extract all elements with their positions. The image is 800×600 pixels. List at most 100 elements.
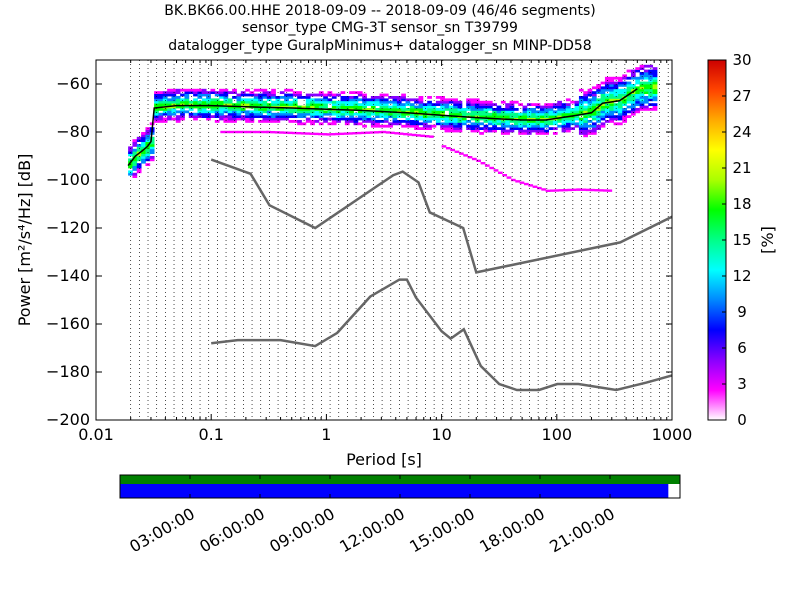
heatmap-cell xyxy=(375,98,380,102)
heatmap-cell xyxy=(539,110,545,114)
heatmap-cell xyxy=(331,110,337,114)
heatmap-cell xyxy=(253,112,259,116)
heatmap-cell xyxy=(175,91,181,94)
heatmap-cell xyxy=(392,120,398,123)
heatmap-cell xyxy=(444,129,450,133)
new-high-noise-model-line xyxy=(210,158,673,274)
heatmap-cell xyxy=(259,130,265,134)
heatmap-cell xyxy=(271,115,276,118)
heatmap-cell xyxy=(292,93,298,97)
heatmap-cell xyxy=(561,112,567,116)
heatmap-cell xyxy=(305,96,311,99)
heatmap-cell xyxy=(557,124,562,128)
colorbar-tick-label: 21 xyxy=(732,159,751,177)
heatmap-cell xyxy=(366,117,372,121)
heatmap-cell xyxy=(188,100,194,104)
heatmap-cell xyxy=(617,93,623,97)
heatmap-cell xyxy=(145,134,151,138)
heatmap-cell xyxy=(518,112,523,116)
heatmap-cell xyxy=(356,131,362,135)
heatmap-cell xyxy=(379,120,385,123)
heatmap-cell xyxy=(162,96,168,99)
heatmap-cell xyxy=(392,122,398,126)
heatmap-cell xyxy=(366,112,372,116)
heatmap-cell xyxy=(375,124,380,128)
heatmap-cell xyxy=(349,117,354,121)
heatmap-cell xyxy=(249,98,255,102)
heatmap-cell xyxy=(253,100,259,104)
heatmap-cell xyxy=(487,112,493,116)
heatmap-cell xyxy=(385,131,391,134)
heatmap-cell xyxy=(323,98,328,102)
heatmap-cell xyxy=(297,110,302,114)
heatmap-cell xyxy=(331,93,337,97)
heatmap-cell xyxy=(444,105,450,109)
heatmap-cell xyxy=(240,100,246,104)
heatmap-cell xyxy=(626,100,632,104)
heatmap-cell xyxy=(392,96,398,99)
heatmap-cell xyxy=(552,105,558,109)
heatmap-cell xyxy=(379,108,385,111)
heatmap-cell xyxy=(613,81,619,85)
timeline-tick-label: 09:00:00 xyxy=(266,504,338,556)
heatmap-cell xyxy=(643,72,649,75)
heatmap-cell xyxy=(565,120,571,123)
heatmap-cell xyxy=(565,108,571,111)
heatmap-cell xyxy=(578,129,584,133)
heatmap-cell xyxy=(405,117,411,121)
heatmap-cell xyxy=(388,105,393,109)
heatmap-cell xyxy=(630,108,636,111)
heatmap-cell xyxy=(574,108,580,111)
heatmap-cell xyxy=(470,103,476,106)
heatmap-cell xyxy=(609,81,615,85)
heatmap-cell xyxy=(609,117,615,121)
heatmap-cell xyxy=(193,88,198,92)
heatmap-cell xyxy=(448,112,454,116)
heatmap-cell xyxy=(617,76,623,80)
heatmap-cell xyxy=(440,110,445,114)
heatmap-cell xyxy=(331,112,337,116)
heatmap-cell xyxy=(331,105,337,109)
heatmap-cell xyxy=(370,124,376,128)
heatmap-cell xyxy=(305,120,311,123)
heatmap-cell xyxy=(162,93,168,97)
heatmap-cell xyxy=(544,108,549,111)
heatmap-cell xyxy=(352,132,358,135)
heatmap-cell xyxy=(357,91,363,94)
heatmap-cell xyxy=(271,100,276,104)
heatmap-cell xyxy=(383,108,389,111)
heatmap-cell xyxy=(201,112,207,116)
heatmap-cell xyxy=(518,129,523,133)
heatmap-cell xyxy=(132,168,138,171)
heatmap-cell xyxy=(197,108,203,111)
heatmap-cell xyxy=(392,105,398,109)
title-line-2: sensor_type CMG-3T sensor_sn T39799 xyxy=(242,20,518,36)
heatmap-cell xyxy=(435,96,441,99)
heatmap-cell xyxy=(578,96,584,99)
heatmap-cell xyxy=(171,110,177,114)
heatmap-cell xyxy=(288,96,294,99)
heatmap-cell xyxy=(405,120,411,123)
heatmap-cell xyxy=(630,98,636,102)
heatmap-cell xyxy=(476,159,482,162)
heatmap-cell xyxy=(648,76,654,80)
heatmap-cell xyxy=(626,91,632,94)
heatmap-cell xyxy=(305,117,311,121)
heatmap-cell xyxy=(236,115,242,118)
heatmap-cell xyxy=(245,88,250,92)
heatmap-cell xyxy=(652,103,658,106)
heatmap-cell xyxy=(158,93,164,97)
heatmap-cell xyxy=(383,98,389,102)
heatmap-cell xyxy=(403,132,408,136)
heatmap-cell xyxy=(496,108,502,111)
heatmap-cell xyxy=(401,96,406,99)
heatmap-cell xyxy=(652,86,658,90)
heatmap-cell xyxy=(500,132,506,135)
heatmap-cell xyxy=(600,96,606,99)
heatmap-cell xyxy=(626,88,632,92)
heatmap-cell xyxy=(348,132,353,135)
heatmap-cell xyxy=(409,108,415,111)
heatmap-cell xyxy=(219,115,224,118)
heatmap-cell xyxy=(549,189,555,192)
heatmap-cell xyxy=(232,112,237,116)
